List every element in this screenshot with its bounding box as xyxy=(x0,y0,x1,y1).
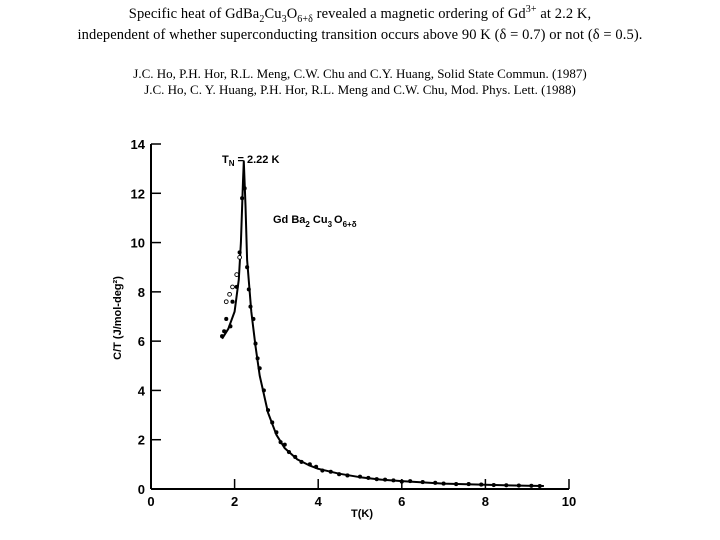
data-point xyxy=(270,420,275,425)
data-point xyxy=(274,430,279,435)
data-point xyxy=(222,329,227,334)
y-tick-label: 2 xyxy=(138,433,145,448)
data-point xyxy=(441,481,446,486)
series-layer xyxy=(220,160,544,489)
data-point xyxy=(261,388,266,393)
data-point xyxy=(328,469,333,474)
neel-temperature-label: TN = 2.22 K xyxy=(222,154,279,168)
data-point xyxy=(248,304,253,309)
data-point xyxy=(299,459,304,464)
data-point xyxy=(433,480,438,485)
references: J.C. Ho, P.H. Hor, R.L. Meng, C.W. Chu a… xyxy=(0,66,720,98)
y-tick-label: 8 xyxy=(138,285,145,300)
data-point xyxy=(228,324,233,329)
data-point xyxy=(293,454,298,460)
x-tick-label: 2 xyxy=(231,494,238,509)
tick-layer: 0 2 4 6 8 10 12 14 0 2 4 6 8 10 xyxy=(131,137,577,509)
data-point xyxy=(237,250,242,255)
open-data-point xyxy=(237,255,242,260)
x-tick-label: 10 xyxy=(562,494,576,509)
data-point xyxy=(265,408,271,413)
slide-header: Specific heat of GdBa2Cu3O6+δ revealed a… xyxy=(0,4,720,46)
x-tick-label: 8 xyxy=(482,494,489,509)
data-point xyxy=(320,468,325,473)
data-point xyxy=(282,442,287,447)
y-tick-label: 4 xyxy=(138,383,146,398)
data-point xyxy=(245,265,250,270)
y-tick-label: 14 xyxy=(131,137,146,152)
fit-curve xyxy=(221,160,544,487)
data-point xyxy=(537,483,542,489)
data-point xyxy=(408,479,413,484)
data-point xyxy=(253,341,258,346)
open-data-point xyxy=(230,284,235,290)
data-point xyxy=(251,316,256,322)
data-point xyxy=(366,475,371,480)
data-point xyxy=(454,482,459,487)
data-point xyxy=(286,449,291,455)
x-tick-label: 4 xyxy=(315,494,323,509)
y-tick-label: 10 xyxy=(131,236,145,251)
data-point xyxy=(307,462,312,467)
data-point xyxy=(337,472,342,477)
data-point xyxy=(314,464,319,469)
data-point xyxy=(246,287,251,292)
data-point xyxy=(399,479,404,484)
data-point xyxy=(357,474,363,479)
data-point xyxy=(255,356,260,361)
data-point xyxy=(504,483,509,488)
data-point xyxy=(257,366,262,371)
data-point xyxy=(242,186,247,191)
open-data-point xyxy=(223,299,229,305)
data-point xyxy=(345,473,350,478)
x-tick-label: 0 xyxy=(147,494,154,509)
data-point xyxy=(516,483,521,488)
data-point xyxy=(234,284,239,289)
open-data-point xyxy=(227,291,232,297)
y-axis-title: C/T (J/mol-deg²) xyxy=(112,276,124,360)
data-point xyxy=(220,334,225,339)
y-tick-label: 6 xyxy=(138,334,145,349)
compound-label: Gd Ba2 Cu3 O6+δ xyxy=(273,214,357,229)
data-point xyxy=(491,483,496,488)
open-data-point xyxy=(234,272,240,277)
data-point xyxy=(529,483,534,488)
data-point xyxy=(479,482,484,487)
data-point xyxy=(383,477,388,482)
x-tick-label: 6 xyxy=(398,494,405,509)
data-point xyxy=(391,478,396,483)
data-point xyxy=(420,480,425,485)
header-line-1: Specific heat of GdBa2Cu3O6+δ revealed a… xyxy=(128,4,592,25)
reference-1: J.C. Ho, P.H. Hor, R.L. Meng, C.W. Chu a… xyxy=(133,66,587,81)
data-point xyxy=(230,299,235,304)
x-axis-title: T(K) xyxy=(351,508,373,520)
y-tick-label: 0 xyxy=(138,482,145,497)
data-point xyxy=(278,440,283,445)
y-tick-label: 12 xyxy=(131,186,145,201)
data-point xyxy=(374,477,379,482)
data-point xyxy=(466,482,471,487)
data-point xyxy=(240,196,245,201)
reference-2: J.C. Ho, C. Y. Huang, P.H. Hor, R.L. Men… xyxy=(144,82,576,97)
data-point xyxy=(224,316,229,322)
header-line-2: independent of whether superconducting t… xyxy=(77,27,643,43)
